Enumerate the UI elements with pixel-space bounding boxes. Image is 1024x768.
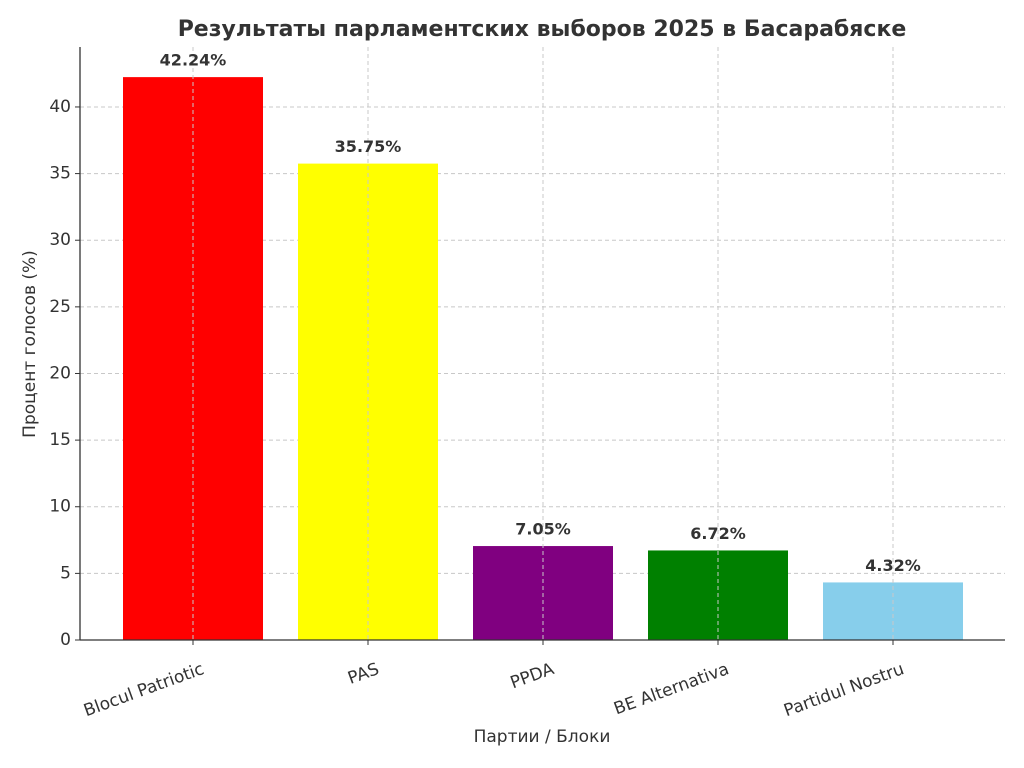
y-tick-label: 10 — [49, 497, 71, 517]
y-tick-label: 5 — [60, 563, 71, 583]
y-tick-label: 30 — [49, 230, 71, 250]
x-tick-label: BE Alternativa — [611, 659, 732, 719]
y-tick-label: 40 — [49, 97, 71, 117]
x-axis-label: Партии / Блоки — [474, 727, 611, 747]
x-tick-label: PAS — [345, 659, 382, 689]
x-tick-label: PPDA — [508, 659, 557, 693]
value-label: 35.75% — [335, 137, 402, 156]
y-tick-label: 25 — [49, 297, 71, 317]
chart-title: Результаты парламентских выборов 2025 в … — [178, 17, 907, 42]
value-label: 6.72% — [690, 524, 746, 543]
y-tick-label: 35 — [49, 164, 71, 184]
value-label: 4.32% — [865, 556, 921, 575]
y-axis-label: Процент голосов (%) — [20, 250, 40, 438]
x-tick-label: Blocul Patriotic — [81, 659, 207, 721]
value-label: 7.05% — [515, 520, 571, 539]
y-tick-label: 15 — [49, 430, 71, 450]
value-label: 42.24% — [160, 51, 227, 70]
y-tick-label: 20 — [49, 363, 71, 383]
x-tick-label: Partidul Nostru — [781, 659, 907, 721]
y-tick-label: 0 — [60, 630, 71, 650]
